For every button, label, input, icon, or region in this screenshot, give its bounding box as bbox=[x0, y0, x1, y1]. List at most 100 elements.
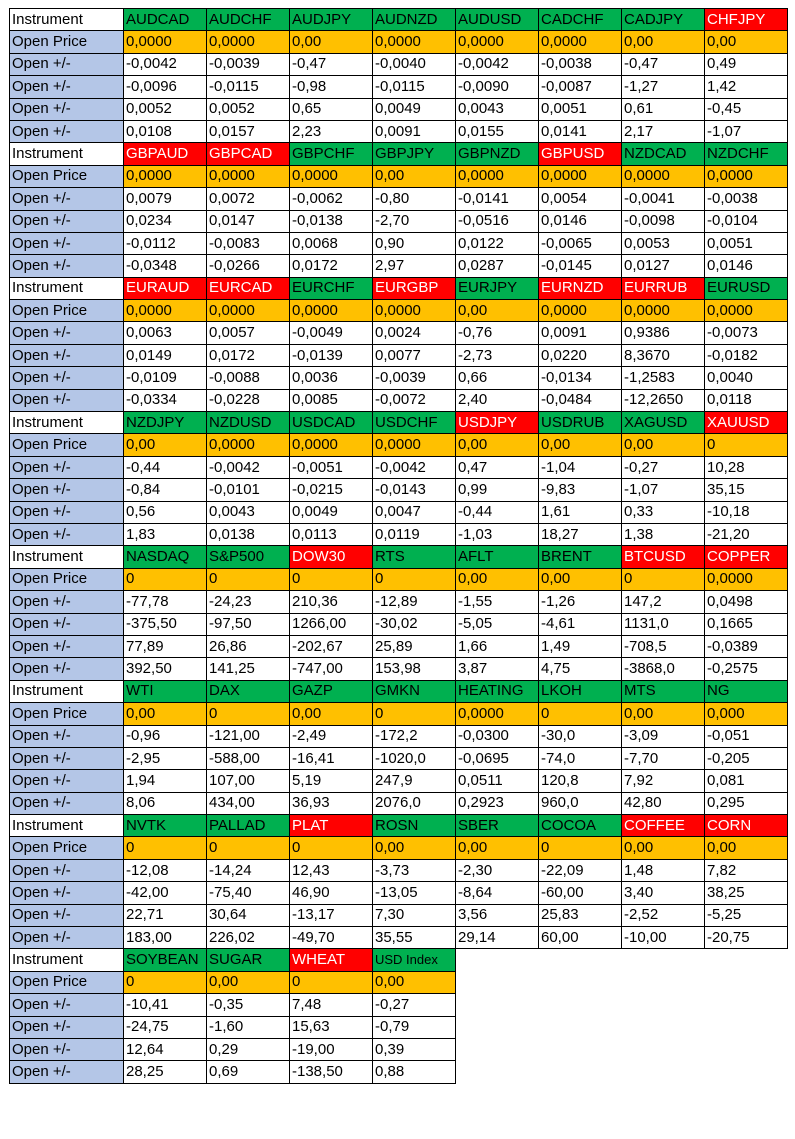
open-price-cell[interactable]: 0,0000 bbox=[123, 30, 207, 54]
open-delta-cell[interactable]: 7,92 bbox=[621, 769, 705, 793]
open-delta-cell[interactable]: 30,64 bbox=[206, 903, 290, 928]
instrument-name-cell[interactable]: AUDCAD bbox=[123, 7, 207, 32]
open-delta-cell[interactable]: 1,66 bbox=[455, 634, 539, 659]
open-delta-label[interactable]: Open +/- bbox=[9, 724, 124, 748]
open-delta-cell[interactable]: 0,0036 bbox=[289, 366, 373, 390]
open-delta-label[interactable]: Open +/- bbox=[9, 590, 124, 614]
open-delta-cell[interactable]: -0,0134 bbox=[538, 366, 622, 390]
open-delta-cell[interactable]: 18,27 bbox=[538, 522, 622, 547]
open-delta-cell[interactable]: -0,0038 bbox=[538, 52, 622, 77]
open-delta-cell[interactable]: 0,0127 bbox=[621, 254, 705, 278]
open-delta-cell[interactable]: 0,0049 bbox=[372, 97, 456, 121]
open-price-cell[interactable]: 0 bbox=[704, 433, 788, 457]
open-price-cell[interactable]: 0,0000 bbox=[206, 299, 290, 323]
instrument-name-cell[interactable]: EURUSD bbox=[704, 276, 788, 301]
open-delta-cell[interactable]: 3,87 bbox=[455, 657, 539, 681]
open-delta-cell[interactable]: 1,42 bbox=[704, 75, 788, 99]
open-delta-cell[interactable]: 153,98 bbox=[372, 657, 456, 681]
open-delta-cell[interactable]: 141,25 bbox=[206, 657, 290, 681]
instrument-name-cell[interactable]: GMKN bbox=[372, 679, 456, 704]
open-delta-cell[interactable]: -0,0516 bbox=[455, 209, 539, 233]
instrument-name-cell[interactable]: AFLT bbox=[455, 545, 539, 569]
open-price-cell[interactable]: 0,0000 bbox=[704, 567, 788, 592]
open-delta-cell[interactable]: 3,40 bbox=[621, 881, 705, 905]
instrument-name-cell[interactable]: CADJPY bbox=[621, 7, 705, 32]
open-delta-label[interactable]: Open +/- bbox=[9, 209, 124, 233]
open-price-cell[interactable]: 0,0000 bbox=[206, 164, 290, 189]
open-delta-cell[interactable]: -0,0215 bbox=[289, 478, 373, 502]
open-delta-cell[interactable]: -0,0049 bbox=[289, 321, 373, 345]
instrument-name-cell[interactable]: HEATING bbox=[455, 679, 539, 704]
open-delta-label[interactable]: Open +/- bbox=[9, 478, 124, 502]
open-delta-label[interactable]: Open +/- bbox=[9, 75, 124, 99]
instrument-name-cell[interactable]: S&P500 bbox=[206, 545, 290, 569]
open-delta-cell[interactable]: 107,00 bbox=[206, 769, 290, 793]
instrument-name-cell[interactable]: AUDUSD bbox=[455, 7, 539, 32]
open-delta-cell[interactable]: 29,14 bbox=[455, 926, 539, 950]
open-delta-cell[interactable]: 0,0149 bbox=[123, 343, 207, 368]
instrument-name-cell[interactable]: CHFJPY bbox=[704, 7, 788, 32]
open-delta-cell[interactable]: -2,30 bbox=[455, 858, 539, 883]
open-delta-label[interactable]: Open +/- bbox=[9, 1015, 124, 1039]
open-price-cell[interactable]: 0 bbox=[372, 567, 456, 592]
open-price-label[interactable]: Open Price bbox=[9, 970, 124, 995]
open-price-label[interactable]: Open Price bbox=[9, 567, 124, 592]
open-delta-cell[interactable]: -0,0300 bbox=[455, 724, 539, 748]
open-delta-label[interactable]: Open +/- bbox=[9, 612, 124, 636]
open-delta-cell[interactable]: -0,0143 bbox=[372, 478, 456, 502]
open-delta-cell[interactable]: -20,75 bbox=[704, 926, 788, 950]
open-price-cell[interactable]: 0,0000 bbox=[538, 299, 622, 323]
instrument-name-cell[interactable]: EURCAD bbox=[206, 276, 290, 301]
open-delta-cell[interactable]: 0,0040 bbox=[704, 366, 788, 390]
open-delta-cell[interactable]: -75,40 bbox=[206, 881, 290, 905]
open-delta-label[interactable]: Open +/- bbox=[9, 97, 124, 121]
open-delta-cell[interactable]: -0,0051 bbox=[289, 455, 373, 480]
open-delta-cell[interactable]: 0,88 bbox=[372, 1060, 456, 1084]
open-delta-cell[interactable]: -0,44 bbox=[123, 455, 207, 480]
open-delta-label[interactable]: Open +/- bbox=[9, 500, 124, 524]
instrument-name-cell[interactable]: GBPUSD bbox=[538, 142, 622, 166]
open-delta-cell[interactable]: -0,45 bbox=[704, 97, 788, 121]
open-price-cell[interactable]: 0,0000 bbox=[372, 433, 456, 457]
open-delta-cell[interactable]: -1,07 bbox=[621, 478, 705, 502]
open-delta-cell[interactable]: -1,26 bbox=[538, 590, 622, 614]
open-price-cell[interactable]: 0,00 bbox=[704, 30, 788, 54]
open-delta-cell[interactable]: -8,64 bbox=[455, 881, 539, 905]
open-delta-cell[interactable]: -2,49 bbox=[289, 724, 373, 748]
instrument-name-cell[interactable]: USDCHF bbox=[372, 411, 456, 435]
open-delta-cell[interactable]: -0,0141 bbox=[455, 187, 539, 211]
open-price-cell[interactable]: 0 bbox=[123, 836, 207, 860]
instrument-name-cell[interactable]: COCOA bbox=[538, 814, 622, 838]
open-delta-label[interactable]: Open +/- bbox=[9, 254, 124, 278]
open-delta-cell[interactable]: 10,28 bbox=[704, 455, 788, 480]
open-price-cell[interactable]: 0 bbox=[372, 702, 456, 726]
instrument-label[interactable]: Instrument bbox=[9, 411, 124, 435]
open-delta-cell[interactable]: 0,0172 bbox=[206, 343, 290, 368]
instrument-name-cell[interactable]: WTI bbox=[123, 679, 207, 704]
open-delta-cell[interactable]: -0,0228 bbox=[206, 388, 290, 413]
instrument-name-cell[interactable]: NG bbox=[704, 679, 788, 704]
open-price-cell[interactable]: 0,0000 bbox=[455, 164, 539, 189]
open-delta-cell[interactable]: 0,2923 bbox=[455, 791, 539, 816]
open-delta-cell[interactable]: 0,0141 bbox=[538, 119, 622, 144]
instrument-name-cell[interactable]: DAX bbox=[206, 679, 290, 704]
open-delta-label[interactable]: Open +/- bbox=[9, 993, 124, 1017]
open-price-cell[interactable]: 0,00 bbox=[123, 433, 207, 457]
instrument-name-cell[interactable]: EURCHF bbox=[289, 276, 373, 301]
open-delta-cell[interactable]: -60,00 bbox=[538, 881, 622, 905]
open-delta-cell[interactable]: -0,0062 bbox=[289, 187, 373, 211]
open-delta-cell[interactable]: 226,02 bbox=[206, 926, 290, 950]
open-delta-cell[interactable]: -0,0266 bbox=[206, 254, 290, 278]
instrument-name-cell[interactable]: GBPJPY bbox=[372, 142, 456, 166]
open-delta-cell[interactable]: 0,66 bbox=[455, 366, 539, 390]
open-delta-cell[interactable]: -0,0484 bbox=[538, 388, 622, 413]
open-delta-cell[interactable]: 0,0068 bbox=[289, 231, 373, 256]
instrument-label[interactable]: Instrument bbox=[9, 276, 124, 301]
open-delta-cell[interactable]: 1,61 bbox=[538, 500, 622, 524]
open-price-cell[interactable]: 0,0000 bbox=[123, 164, 207, 189]
open-delta-cell[interactable]: 147,2 bbox=[621, 590, 705, 614]
open-delta-cell[interactable]: -0,0098 bbox=[621, 209, 705, 233]
open-delta-cell[interactable]: 2,40 bbox=[455, 388, 539, 413]
open-delta-cell[interactable]: 77,89 bbox=[123, 634, 207, 659]
open-delta-cell[interactable]: -3868,0 bbox=[621, 657, 705, 681]
